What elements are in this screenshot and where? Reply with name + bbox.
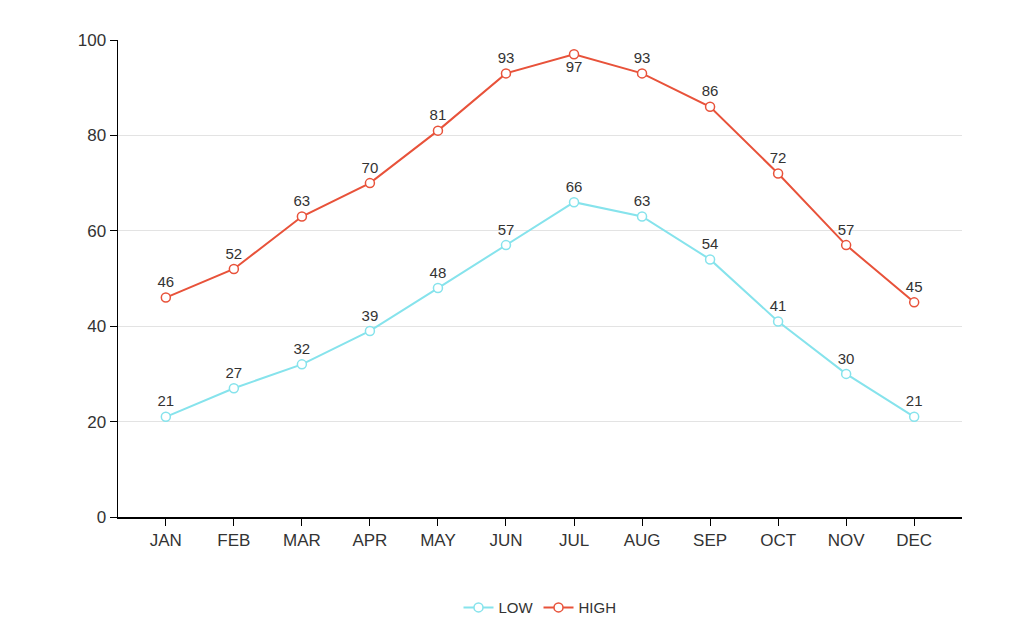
svg-text:81: 81 xyxy=(430,106,447,123)
svg-text:20: 20 xyxy=(87,413,106,432)
svg-text:30: 30 xyxy=(838,350,855,367)
svg-text:MAR: MAR xyxy=(283,531,321,550)
svg-text:93: 93 xyxy=(498,49,515,66)
svg-text:FEB: FEB xyxy=(217,531,250,550)
svg-text:32: 32 xyxy=(294,340,311,357)
svg-text:SEP: SEP xyxy=(693,531,727,550)
svg-text:80: 80 xyxy=(87,126,106,145)
svg-text:LOW: LOW xyxy=(499,599,534,616)
svg-text:70: 70 xyxy=(362,159,379,176)
svg-text:39: 39 xyxy=(362,307,379,324)
svg-text:54: 54 xyxy=(702,235,719,252)
svg-text:41: 41 xyxy=(770,297,787,314)
svg-text:46: 46 xyxy=(157,273,174,290)
svg-text:66: 66 xyxy=(566,178,583,195)
svg-text:93: 93 xyxy=(634,49,651,66)
svg-text:21: 21 xyxy=(906,392,923,409)
svg-text:AUG: AUG xyxy=(624,531,661,550)
svg-text:DEC: DEC xyxy=(896,531,932,550)
svg-text:21: 21 xyxy=(157,392,174,409)
svg-text:MAY: MAY xyxy=(420,531,456,550)
svg-text:97: 97 xyxy=(566,58,583,75)
svg-text:57: 57 xyxy=(838,221,855,238)
svg-text:63: 63 xyxy=(294,192,311,209)
svg-text:27: 27 xyxy=(226,364,243,381)
svg-text:0: 0 xyxy=(97,508,106,527)
svg-text:40: 40 xyxy=(87,317,106,336)
svg-text:JUN: JUN xyxy=(489,531,522,550)
svg-text:60: 60 xyxy=(87,222,106,241)
svg-text:APR: APR xyxy=(352,531,387,550)
svg-text:HIGH: HIGH xyxy=(579,599,617,616)
svg-text:JUL: JUL xyxy=(559,531,589,550)
svg-text:NOV: NOV xyxy=(828,531,866,550)
svg-text:48: 48 xyxy=(430,264,447,281)
svg-text:45: 45 xyxy=(906,278,923,295)
svg-text:JAN: JAN xyxy=(150,531,182,550)
svg-text:72: 72 xyxy=(770,149,787,166)
svg-text:52: 52 xyxy=(226,245,243,262)
svg-text:57: 57 xyxy=(498,221,515,238)
svg-text:100: 100 xyxy=(78,31,106,50)
svg-text:86: 86 xyxy=(702,82,719,99)
svg-text:63: 63 xyxy=(634,192,651,209)
svg-text:OCT: OCT xyxy=(760,531,796,550)
